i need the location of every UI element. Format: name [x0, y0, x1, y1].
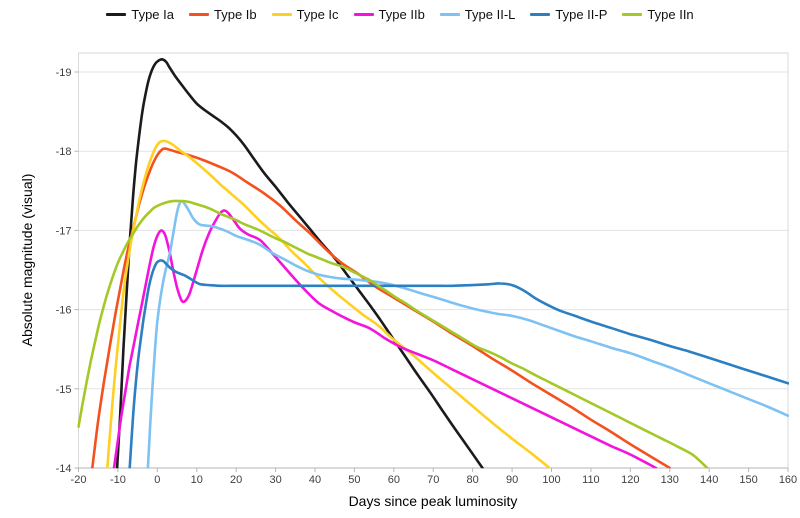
chart-legend: Type Ia Type Ib Type Ic Type IIb Type II-L Ty…	[0, 7, 800, 22]
x-tick-label: 150	[739, 474, 757, 486]
legend-label: Type II-P	[555, 7, 608, 22]
legend-item-type-ib: Type Ib	[188, 7, 257, 22]
axis-ticks: -20 -10 0 10 20 30 40 50 60 70 80 90 100 110 120 130 140…	[56, 67, 798, 486]
legend-line-swatch	[353, 13, 374, 16]
x-tick-label: 80	[467, 474, 479, 486]
series-line-type-iib	[112, 209, 658, 469]
legend-item-type-iib: Type IIb	[353, 7, 425, 22]
y-tick-label: -17	[56, 225, 72, 237]
x-tick-label: 130	[661, 474, 679, 486]
legend-label: Type II-L	[464, 7, 516, 22]
y-tick-label: -16	[56, 305, 72, 317]
legend-line-swatch	[530, 13, 551, 16]
legend-label: Type IIn	[647, 7, 694, 22]
legend-line-swatch	[106, 13, 127, 16]
x-axis-title: Days since peak luminosity	[348, 493, 518, 509]
x-tick-label: 160	[779, 474, 797, 486]
x-tick-label: 120	[621, 474, 639, 486]
series-line-type-ia	[115, 57, 484, 469]
series-group	[77, 57, 789, 469]
legend-line-swatch	[271, 13, 292, 16]
legend-line-swatch	[439, 13, 460, 16]
series-line-type-ii-p	[128, 259, 789, 469]
legend-label: Type Ic	[296, 7, 339, 22]
x-tick-label: 70	[427, 474, 439, 486]
series-line-type-ic	[106, 139, 551, 469]
x-tick-label: 30	[269, 474, 281, 486]
y-tick-label: -15	[56, 384, 72, 396]
y-axis-title: Absolute magnitude (visual)	[19, 173, 35, 347]
x-tick-label: 40	[309, 474, 321, 486]
legend-line-swatch	[622, 13, 643, 16]
x-tick-label: -20	[71, 474, 87, 486]
y-tick-label: -19	[56, 67, 72, 79]
legend-item-type-ic: Type Ic	[271, 7, 339, 22]
series-line-type-ib	[91, 147, 672, 469]
y-tick-label: -14	[56, 463, 72, 475]
x-tick-label: 90	[506, 474, 518, 486]
x-tick-label: 20	[230, 474, 242, 486]
legend-item-type-iin: Type IIn	[622, 7, 694, 22]
x-tick-label: 100	[542, 474, 560, 486]
legend-item-type-ia: Type Ia	[106, 7, 174, 22]
x-tick-label: 60	[388, 474, 400, 486]
series-line-type-iin	[77, 199, 709, 469]
legend-item-type-ii-p: Type II-P	[530, 7, 607, 22]
x-tick-label: 50	[348, 474, 360, 486]
legend-line-swatch	[188, 13, 209, 16]
legend-label: Type Ia	[131, 7, 174, 22]
x-tick-label: 110	[582, 474, 600, 486]
legend-label: Type IIb	[378, 7, 425, 22]
legend-label: Type Ib	[213, 7, 257, 22]
series-line-type-ii-l	[146, 199, 789, 469]
plot-frame	[78, 52, 789, 469]
x-tick-label: 140	[700, 474, 718, 486]
y-tick-label: -18	[56, 146, 72, 158]
x-tick-label: -10	[110, 474, 126, 486]
gridlines	[78, 71, 788, 390]
x-tick-label: 0	[154, 474, 160, 486]
x-tick-label: 10	[191, 474, 203, 486]
legend-item-type-ii-l: Type II-L	[439, 7, 516, 22]
